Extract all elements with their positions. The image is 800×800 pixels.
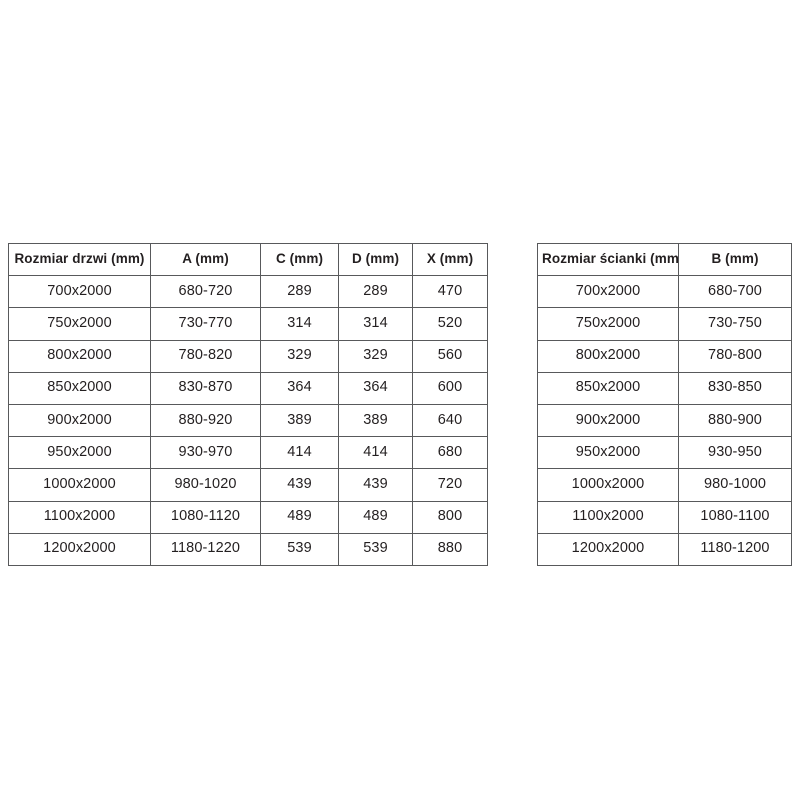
cell-a: 680-720 [150, 275, 261, 309]
cell-a: 1180-1220 [150, 532, 261, 566]
table-row: 850x2000 830-850 [537, 371, 792, 405]
cell-wall-size: 750x2000 [537, 307, 679, 341]
table-row: 1100x2000 1080-1120 489 489 800 [8, 500, 488, 534]
cell-c: 329 [260, 339, 339, 373]
cell-d: 329 [338, 339, 413, 373]
table-row: 700x2000 680-700 [537, 275, 792, 309]
column-header-b: B (mm) [678, 242, 792, 277]
table-row: 1200x2000 1180-1200 [537, 532, 792, 566]
table-row: 700x2000 680-720 289 289 470 [8, 275, 488, 309]
table-header-row: Rozmiar drzwi (mm) A (mm) C (mm) D (mm) … [8, 242, 488, 277]
table-row: 900x2000 880-900 [537, 403, 792, 438]
cell-x: 600 [412, 371, 488, 405]
cell-d: 364 [338, 371, 413, 405]
cell-door-size: 850x2000 [8, 371, 151, 405]
cell-a: 1080-1120 [150, 500, 261, 534]
cell-c: 439 [260, 468, 339, 502]
cell-a: 780-820 [150, 339, 261, 373]
column-header-door-size: Rozmiar drzwi (mm) [8, 242, 151, 277]
cell-c: 289 [260, 275, 339, 309]
cell-x: 520 [412, 307, 488, 341]
cell-b: 780-800 [678, 339, 792, 373]
cell-door-size: 700x2000 [8, 275, 151, 309]
table-row: 900x2000 880-920 389 389 640 [8, 403, 488, 438]
cell-door-size: 750x2000 [8, 307, 151, 341]
cell-b: 930-950 [678, 436, 792, 470]
wall-size-table: Rozmiar ścianki (mm) B (mm) 700x2000 680… [537, 242, 792, 566]
cell-wall-size: 700x2000 [537, 275, 679, 309]
wall-table-body: 700x2000 680-700 750x2000 730-750 800x20… [537, 275, 792, 566]
cell-wall-size: 950x2000 [537, 436, 679, 470]
cell-d: 439 [338, 468, 413, 502]
cell-b: 730-750 [678, 307, 792, 341]
cell-x: 680 [412, 436, 488, 470]
column-header-d: D (mm) [338, 242, 413, 277]
table-row: 950x2000 930-970 414 414 680 [8, 436, 488, 470]
cell-wall-size: 1000x2000 [537, 468, 679, 502]
cell-c: 414 [260, 436, 339, 470]
cell-d: 489 [338, 500, 413, 534]
cell-d: 414 [338, 436, 413, 470]
cell-x: 800 [412, 500, 488, 534]
cell-b: 880-900 [678, 403, 792, 438]
table-row: 750x2000 730-750 [537, 307, 792, 341]
cell-d: 539 [338, 532, 413, 566]
cell-d: 314 [338, 307, 413, 341]
cell-wall-size: 900x2000 [537, 403, 679, 438]
cell-d: 289 [338, 275, 413, 309]
cell-a: 730-770 [150, 307, 261, 341]
cell-wall-size: 800x2000 [537, 339, 679, 373]
cell-b: 1080-1100 [678, 500, 792, 534]
cell-x: 880 [412, 532, 488, 566]
cell-c: 314 [260, 307, 339, 341]
cell-b: 1180-1200 [678, 532, 792, 566]
table-row: 1000x2000 980-1000 [537, 468, 792, 502]
column-header-x: X (mm) [412, 242, 488, 277]
cell-x: 560 [412, 339, 488, 373]
cell-x: 720 [412, 468, 488, 502]
cell-c: 364 [260, 371, 339, 405]
table-row: 1200x2000 1180-1220 539 539 880 [8, 532, 488, 566]
cell-a: 880-920 [150, 403, 261, 438]
cell-b: 980-1000 [678, 468, 792, 502]
table-row: 750x2000 730-770 314 314 520 [8, 307, 488, 341]
column-header-a: A (mm) [150, 242, 261, 277]
cell-wall-size: 1100x2000 [537, 500, 679, 534]
cell-door-size: 950x2000 [8, 436, 151, 470]
column-header-wall-size: Rozmiar ścianki (mm) [537, 242, 679, 277]
doors-table-header: Rozmiar drzwi (mm) A (mm) C (mm) D (mm) … [8, 242, 488, 277]
table-row: 1100x2000 1080-1100 [537, 500, 792, 534]
table-row: 800x2000 780-800 [537, 339, 792, 373]
cell-c: 489 [260, 500, 339, 534]
table-row: 1000x2000 980-1020 439 439 720 [8, 468, 488, 502]
cell-a: 980-1020 [150, 468, 261, 502]
cell-a: 830-870 [150, 371, 261, 405]
table-row: 800x2000 780-820 329 329 560 [8, 339, 488, 373]
cell-door-size: 800x2000 [8, 339, 151, 373]
column-header-c: C (mm) [260, 242, 339, 277]
doors-size-table: Rozmiar drzwi (mm) A (mm) C (mm) D (mm) … [8, 242, 488, 566]
cell-door-size: 900x2000 [8, 403, 151, 438]
cell-x: 640 [412, 403, 488, 438]
cell-wall-size: 850x2000 [537, 371, 679, 405]
cell-door-size: 1200x2000 [8, 532, 151, 566]
table-row: 850x2000 830-870 364 364 600 [8, 371, 488, 405]
cell-a: 930-970 [150, 436, 261, 470]
cell-door-size: 1000x2000 [8, 468, 151, 502]
cell-d: 389 [338, 403, 413, 438]
table-row: 950x2000 930-950 [537, 436, 792, 470]
cell-door-size: 1100x2000 [8, 500, 151, 534]
cell-b: 680-700 [678, 275, 792, 309]
cell-b: 830-850 [678, 371, 792, 405]
doors-table-body: 700x2000 680-720 289 289 470 750x2000 73… [8, 275, 488, 566]
wall-table-header: Rozmiar ścianki (mm) B (mm) [537, 242, 792, 277]
table-header-row: Rozmiar ścianki (mm) B (mm) [537, 242, 792, 277]
cell-c: 539 [260, 532, 339, 566]
cell-c: 389 [260, 403, 339, 438]
cell-wall-size: 1200x2000 [537, 532, 679, 566]
cell-x: 470 [412, 275, 488, 309]
